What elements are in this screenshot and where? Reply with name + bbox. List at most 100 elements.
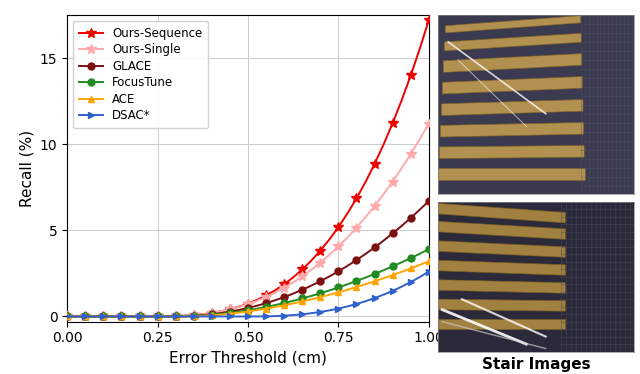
Ours-Sequence: [262, 293, 270, 298]
DSAC*: [407, 280, 415, 284]
GLACE: [326, 274, 333, 279]
FocusTune: [127, 314, 134, 319]
GLACE: [271, 298, 279, 303]
Ours-Sequence: [271, 288, 279, 292]
Ours-Single: [353, 226, 360, 230]
DSAC*: [289, 313, 297, 317]
DSAC*: [362, 299, 369, 303]
Ours-Sequence: [344, 211, 351, 216]
GLACE: [208, 312, 216, 316]
GLACE: [362, 252, 369, 256]
Ours-Sequence: [163, 314, 170, 319]
X-axis label: Error Threshold (cm): Error Threshold (cm): [169, 351, 327, 366]
Ours-Single: [289, 280, 297, 285]
Ours-Sequence: [90, 314, 98, 319]
Ours-Single: [326, 252, 333, 257]
FocusTune: [244, 308, 252, 313]
Ours-Sequence: [335, 225, 342, 229]
Ours-Single: [208, 311, 216, 315]
Ours-Sequence: [407, 73, 415, 78]
GLACE: [317, 279, 324, 283]
FocusTune: [199, 313, 207, 318]
DSAC*: [172, 314, 179, 319]
DSAC*: [145, 314, 152, 319]
Ours-Single: [226, 307, 234, 312]
Ours-Sequence: [371, 162, 378, 166]
GLACE: [289, 291, 297, 296]
GLACE: [154, 314, 161, 319]
Ours-Single: [163, 314, 170, 319]
GLACE: [81, 314, 89, 319]
DSAC*: [190, 314, 198, 319]
Polygon shape: [438, 319, 565, 329]
Ours-Single: [217, 309, 225, 314]
ACE: [389, 273, 397, 277]
Ours-Single: [280, 285, 288, 290]
ACE: [289, 301, 297, 306]
DSAC*: [154, 314, 161, 319]
Ours-Sequence: [416, 46, 424, 51]
Line: Ours-Single: Ours-Single: [62, 119, 434, 321]
FocusTune: [425, 247, 433, 252]
FocusTune: [371, 272, 378, 276]
GLACE: [398, 224, 406, 228]
ACE: [371, 279, 378, 283]
Ours-Single: [81, 314, 89, 319]
ACE: [127, 314, 134, 319]
DSAC*: [398, 284, 406, 289]
ACE: [154, 314, 161, 319]
ACE: [244, 309, 252, 314]
DSAC*: [244, 314, 252, 319]
Polygon shape: [444, 33, 581, 51]
DSAC*: [380, 292, 387, 297]
Ours-Sequence: [253, 298, 261, 302]
FocusTune: [154, 314, 161, 319]
FocusTune: [217, 312, 225, 316]
Ours-Single: [389, 179, 397, 184]
ACE: [63, 314, 71, 319]
FocusTune: [344, 282, 351, 286]
ACE: [307, 297, 315, 301]
Line: FocusTune: FocusTune: [64, 246, 432, 320]
ACE: [217, 312, 225, 317]
GLACE: [118, 314, 125, 319]
Legend: Ours-Sequence, Ours-Single, GLACE, FocusTune, ACE, DSAC*: Ours-Sequence, Ours-Single, GLACE, Focus…: [73, 21, 208, 128]
GLACE: [226, 309, 234, 314]
FocusTune: [362, 275, 369, 280]
Ours-Sequence: [226, 307, 234, 312]
FocusTune: [90, 314, 98, 319]
ACE: [344, 288, 351, 292]
DSAC*: [271, 314, 279, 318]
DSAC*: [199, 314, 207, 319]
ACE: [335, 290, 342, 295]
DSAC*: [425, 269, 433, 274]
GLACE: [244, 306, 252, 310]
Ours-Single: [199, 312, 207, 316]
ACE: [380, 276, 387, 280]
DSAC*: [90, 314, 98, 319]
GLACE: [389, 231, 397, 236]
GLACE: [172, 314, 179, 319]
FocusTune: [416, 252, 424, 256]
GLACE: [181, 314, 189, 318]
Ours-Single: [90, 314, 98, 319]
Ours-Sequence: [190, 313, 198, 317]
ACE: [145, 314, 152, 319]
DSAC*: [317, 310, 324, 314]
Polygon shape: [440, 123, 584, 137]
DSAC*: [118, 314, 125, 319]
FocusTune: [398, 260, 406, 264]
Line: GLACE: GLACE: [64, 197, 432, 320]
FocusTune: [226, 311, 234, 315]
DSAC*: [280, 313, 288, 318]
FocusTune: [317, 291, 324, 295]
GLACE: [425, 199, 433, 203]
FocusTune: [253, 306, 261, 311]
ACE: [226, 312, 234, 316]
Ours-Sequence: [100, 314, 108, 319]
Polygon shape: [444, 53, 582, 73]
GLACE: [262, 301, 270, 306]
ACE: [317, 295, 324, 299]
DSAC*: [326, 308, 333, 313]
ACE: [353, 285, 360, 289]
